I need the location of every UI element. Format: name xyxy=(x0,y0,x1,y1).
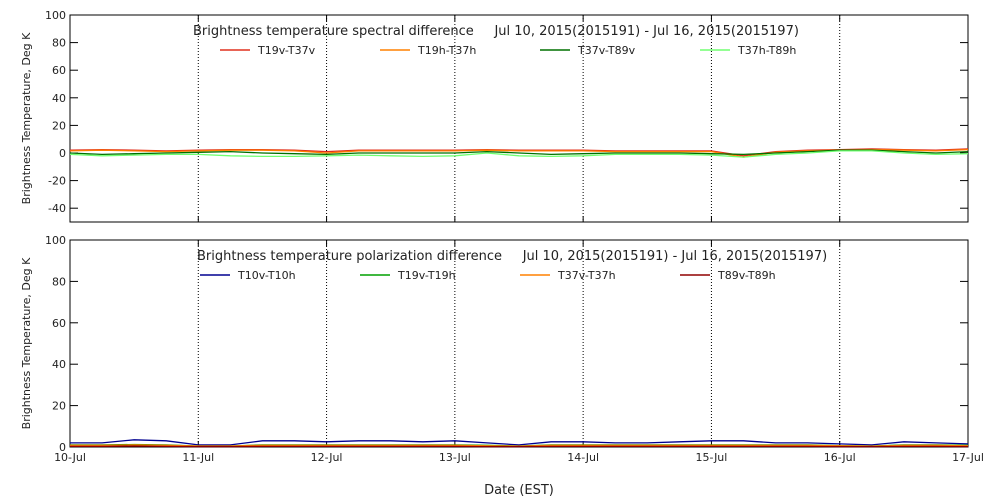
legend-label: T37v-T89v xyxy=(577,44,636,57)
chart-title: Brightness temperature polarization diff… xyxy=(197,249,827,264)
x-tick-label: 15-Jul xyxy=(695,451,727,464)
x-axis-label: Date (EST) xyxy=(484,483,554,498)
legend-label: T10v-T10h xyxy=(237,269,296,282)
legend-label: T19v-T37v xyxy=(257,44,316,57)
x-tick-label: 17-Jul xyxy=(952,451,984,464)
series-line xyxy=(70,445,969,448)
y-tick-label: 20 xyxy=(52,400,66,413)
plot-frame xyxy=(69,14,969,223)
y-tick-label: 40 xyxy=(52,358,66,371)
y-tick-label: 100 xyxy=(45,234,66,247)
y-tick-label: 0 xyxy=(59,441,66,454)
x-tick-label: 10-Jul xyxy=(54,451,86,464)
x-tick-label: 13-Jul xyxy=(439,451,471,464)
legend-label: T37v-T37h xyxy=(557,269,616,282)
y-tick-label: -40 xyxy=(48,202,66,215)
y-tick-label: 100 xyxy=(45,9,66,22)
y-tick-label: 60 xyxy=(52,317,66,330)
chart-title: Brightness temperature spectral differen… xyxy=(193,24,799,39)
y-tick-label: 0 xyxy=(59,147,66,160)
x-tick-label: 16-Jul xyxy=(824,451,856,464)
y-tick-label: 80 xyxy=(52,275,66,288)
legend-label: T19v-T19h xyxy=(397,269,456,282)
y-tick-label: -20 xyxy=(48,175,66,188)
x-tick-label: 11-Jul xyxy=(182,451,214,464)
series-line xyxy=(69,150,969,158)
y-tick-label: 80 xyxy=(52,37,66,50)
y-axis-label: Brightness Temperature, Deg K xyxy=(20,32,33,204)
plot-frame xyxy=(69,239,969,448)
y-tick-label: 20 xyxy=(52,119,66,132)
x-tick-label: 12-Jul xyxy=(311,451,343,464)
legend-label: T19h-T37h xyxy=(417,44,476,57)
x-tick-label: 14-Jul xyxy=(567,451,599,464)
y-tick-label: 60 xyxy=(52,64,66,77)
legend-label: T89v-T89h xyxy=(717,269,776,282)
y-tick-label: 40 xyxy=(52,92,66,105)
y-axis-label: Brightness Temperature, Deg K xyxy=(20,257,33,429)
series-line xyxy=(70,439,969,446)
legend-label: T37h-T89h xyxy=(737,44,796,57)
series-line xyxy=(69,149,969,156)
